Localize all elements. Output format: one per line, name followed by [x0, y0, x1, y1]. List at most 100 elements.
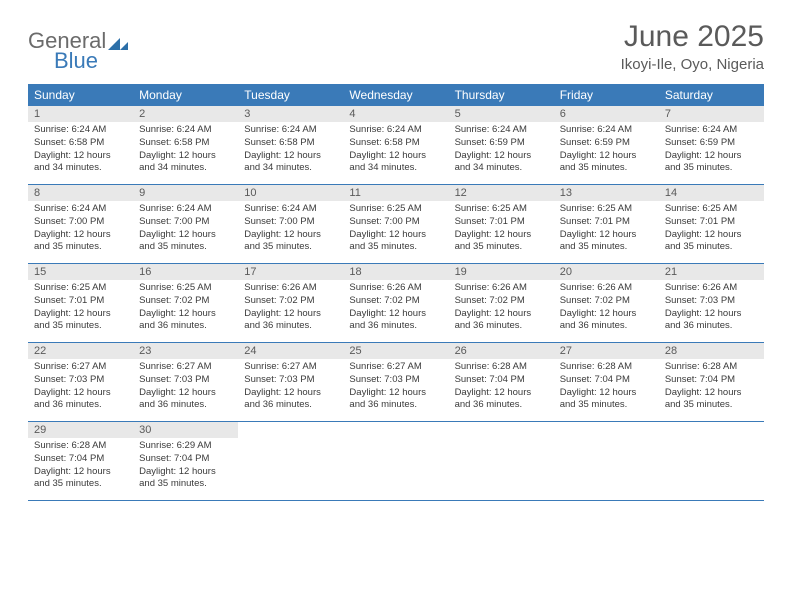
- sunset-line: Sunset: 7:02 PM: [244, 295, 337, 308]
- sunset-line: Sunset: 7:01 PM: [455, 216, 548, 229]
- day-cell: 27Sunrise: 6:28 AMSunset: 7:04 PMDayligh…: [554, 343, 659, 421]
- weekday-header: Monday: [133, 84, 238, 106]
- sunrise-line: Sunrise: 6:24 AM: [34, 203, 127, 216]
- day-number: 18: [343, 264, 448, 280]
- day-cell: 22Sunrise: 6:27 AMSunset: 7:03 PMDayligh…: [28, 343, 133, 421]
- day-cell: 5 Sunrise: 6:24 AMSunset: 6:59 PMDaylight…: [449, 106, 554, 184]
- empty-day: [554, 422, 659, 500]
- day-body: Sunrise: 6:26 AMSunset: 7:02 PMDaylight:…: [554, 282, 659, 333]
- day-cell: 7Sunrise: 6:24 AMSunset: 6:59 PMDaylight…: [659, 106, 764, 184]
- sunset-line: Sunset: 7:03 PM: [34, 374, 127, 387]
- sunset-line: Sunset: 7:04 PM: [560, 374, 653, 387]
- day-number: 19: [449, 264, 554, 280]
- sunset-line: Sunset: 6:58 PM: [244, 137, 337, 150]
- day-cell: 19 Sunrise: 6:26 AMSunset: 7:02 PMDayligh…: [449, 264, 554, 342]
- sunset-line: Sunset: 6:58 PM: [349, 137, 442, 150]
- day-number: 13: [554, 185, 659, 201]
- sunrise-line: Sunrise: 6:25 AM: [349, 203, 442, 216]
- weekday-header-row: SundayMondayTuesdayWednesdayThursdayFrid…: [28, 84, 764, 106]
- weekday-header: Sunday: [28, 84, 133, 106]
- day-body: Sunrise: 6:27 AMSunset: 7:03 PMDaylight:…: [133, 361, 238, 412]
- day-cell: 25Sunrise: 6:27 AMSunset: 7:03 PMDayligh…: [343, 343, 448, 421]
- daylight-line: Daylight: 12 hours and 35 minutes.: [665, 229, 758, 255]
- logo-mark-icon: [108, 36, 128, 50]
- weekday-header: Saturday: [659, 84, 764, 106]
- day-cell: 1 Sunrise: 6:24 AMSunset: 6:58 PMDaylight…: [28, 106, 133, 184]
- day-cell: 9 Sunrise: 6:24 AMSunset: 7:00 PMDaylight…: [133, 185, 238, 263]
- day-number: 30: [133, 422, 238, 438]
- sunrise-line: Sunrise: 6:24 AM: [560, 124, 653, 137]
- day-cell: 17Sunrise: 6:26 AMSunset: 7:02 PMDayligh…: [238, 264, 343, 342]
- day-cell: 23Sunrise: 6:27 AMSunset: 7:03 PMDayligh…: [133, 343, 238, 421]
- daylight-line: Daylight: 12 hours and 35 minutes.: [244, 229, 337, 255]
- day-body: Sunrise: 6:26 AMSunset: 7:02 PMDaylight:…: [343, 282, 448, 333]
- sunset-line: Sunset: 7:00 PM: [34, 216, 127, 229]
- weekday-header: Friday: [554, 84, 659, 106]
- sunrise-line: Sunrise: 6:25 AM: [560, 203, 653, 216]
- daylight-line: Daylight: 12 hours and 34 minutes.: [349, 150, 442, 176]
- daylight-line: Daylight: 12 hours and 35 minutes.: [560, 387, 653, 413]
- day-number: 29: [28, 422, 133, 438]
- empty-day: [659, 422, 764, 500]
- daylight-line: Daylight: 12 hours and 36 minutes.: [244, 308, 337, 334]
- day-body: Sunrise: 6:24 AMSunset: 6:59 PMDaylight:…: [659, 124, 764, 175]
- day-number: 5: [449, 106, 554, 122]
- day-number: 1: [28, 106, 133, 122]
- day-body: Sunrise: 6:24 AMSunset: 7:00 PMDaylight:…: [133, 203, 238, 254]
- day-body: Sunrise: 6:24 AMSunset: 6:59 PMDaylight:…: [449, 124, 554, 175]
- day-number: 15: [28, 264, 133, 280]
- day-number: 24: [238, 343, 343, 359]
- day-cell: 30Sunrise: 6:29 AMSunset: 7:04 PMDayligh…: [133, 422, 238, 500]
- sunset-line: Sunset: 7:00 PM: [139, 216, 232, 229]
- day-body: Sunrise: 6:25 AMSunset: 7:00 PMDaylight:…: [343, 203, 448, 254]
- daylight-line: Daylight: 12 hours and 35 minutes.: [139, 229, 232, 255]
- sunrise-line: Sunrise: 6:27 AM: [34, 361, 127, 374]
- daylight-line: Daylight: 12 hours and 35 minutes.: [34, 308, 127, 334]
- daylight-line: Daylight: 12 hours and 35 minutes.: [455, 229, 548, 255]
- day-cell: 18 Sunrise: 6:26 AMSunset: 7:02 PMDayligh…: [343, 264, 448, 342]
- day-cell: 13Sunrise: 6:25 AMSunset: 7:01 PMDayligh…: [554, 185, 659, 263]
- empty-day: [343, 422, 448, 500]
- day-number: 9: [133, 185, 238, 201]
- daylight-line: Daylight: 12 hours and 34 minutes.: [455, 150, 548, 176]
- sunrise-line: Sunrise: 6:27 AM: [349, 361, 442, 374]
- day-body: Sunrise: 6:25 AMSunset: 7:01 PMDaylight:…: [28, 282, 133, 333]
- empty-day: [238, 422, 343, 500]
- day-body: Sunrise: 6:24 AMSunset: 6:58 PMDaylight:…: [28, 124, 133, 175]
- day-body: Sunrise: 6:26 AMSunset: 7:02 PMDaylight:…: [449, 282, 554, 333]
- daylight-line: Daylight: 12 hours and 36 minutes.: [139, 387, 232, 413]
- daylight-line: Daylight: 12 hours and 36 minutes.: [349, 308, 442, 334]
- day-cell: 11Sunrise: 6:25 AMSunset: 7:00 PMDayligh…: [343, 185, 448, 263]
- week-row: 1Sunrise: 6:24 AMSunset: 6:58 PMDaylight…: [28, 106, 764, 185]
- day-cell: 20Sunrise: 6:26 AMSunset: 7:02 PMDayligh…: [554, 264, 659, 342]
- day-body: Sunrise: 6:26 AMSunset: 7:02 PMDaylight:…: [238, 282, 343, 333]
- daylight-line: Daylight: 12 hours and 36 minutes.: [244, 387, 337, 413]
- daylight-line: Daylight: 12 hours and 36 minutes.: [139, 308, 232, 334]
- day-body: Sunrise: 6:28 AMSunset: 7:04 PMDaylight:…: [554, 361, 659, 412]
- day-cell: 28Sunrise: 6:28 AMSunset: 7:04 PMDayligh…: [659, 343, 764, 421]
- day-cell: 16Sunrise: 6:25 AMSunset: 7:02 PMDayligh…: [133, 264, 238, 342]
- sunset-line: Sunset: 7:03 PM: [139, 374, 232, 387]
- day-number: 8: [28, 185, 133, 201]
- day-body: Sunrise: 6:24 AMSunset: 7:00 PMDaylight:…: [238, 203, 343, 254]
- sunset-line: Sunset: 7:01 PM: [34, 295, 127, 308]
- sunrise-line: Sunrise: 6:26 AM: [244, 282, 337, 295]
- day-body: Sunrise: 6:24 AMSunset: 6:58 PMDaylight:…: [133, 124, 238, 175]
- sunrise-line: Sunrise: 6:28 AM: [560, 361, 653, 374]
- daylight-line: Daylight: 12 hours and 36 minutes.: [34, 387, 127, 413]
- day-body: Sunrise: 6:27 AMSunset: 7:03 PMDaylight:…: [238, 361, 343, 412]
- day-cell: 6Sunrise: 6:24 AMSunset: 6:59 PMDaylight…: [554, 106, 659, 184]
- empty-day: [449, 422, 554, 500]
- daylight-line: Daylight: 12 hours and 36 minutes.: [665, 308, 758, 334]
- day-cell: 26Sunrise: 6:28 AMSunset: 7:04 PMDayligh…: [449, 343, 554, 421]
- daylight-line: Daylight: 12 hours and 34 minutes.: [244, 150, 337, 176]
- sunrise-line: Sunrise: 6:24 AM: [139, 124, 232, 137]
- day-body: Sunrise: 6:28 AMSunset: 7:04 PMDaylight:…: [28, 440, 133, 491]
- week-row: 22Sunrise: 6:27 AMSunset: 7:03 PMDayligh…: [28, 343, 764, 422]
- day-body: Sunrise: 6:24 AMSunset: 6:58 PMDaylight:…: [238, 124, 343, 175]
- daylight-line: Daylight: 12 hours and 36 minutes.: [455, 308, 548, 334]
- daylight-line: Daylight: 12 hours and 35 minutes.: [665, 387, 758, 413]
- sunrise-line: Sunrise: 6:25 AM: [34, 282, 127, 295]
- daylight-line: Daylight: 12 hours and 34 minutes.: [139, 150, 232, 176]
- sunset-line: Sunset: 7:02 PM: [560, 295, 653, 308]
